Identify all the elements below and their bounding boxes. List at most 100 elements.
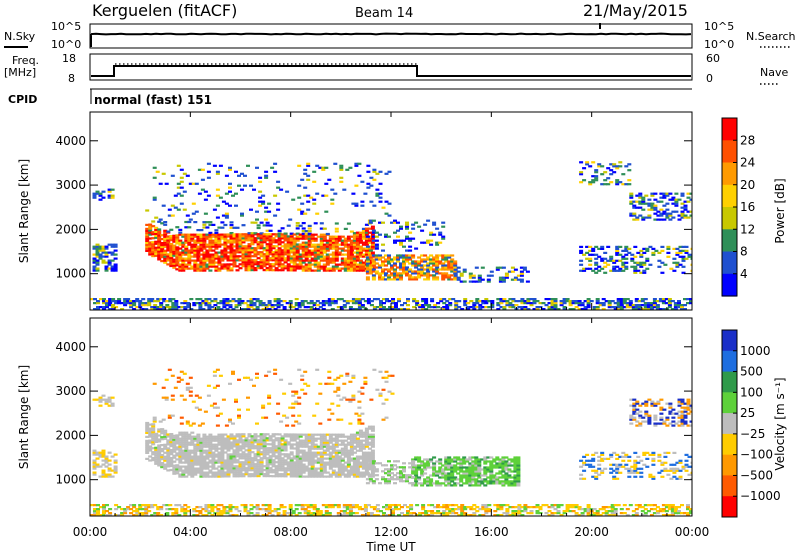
velocity-cell [474, 456, 479, 459]
power-cell [342, 306, 347, 309]
velocity-cell [265, 469, 270, 472]
velocity-cell [226, 475, 231, 478]
velocity-cell [480, 478, 485, 481]
power-cell [157, 250, 162, 253]
power-cell [208, 253, 213, 256]
velocity-cell [364, 429, 369, 432]
velocity-cell [229, 433, 234, 436]
power-cell [447, 260, 452, 263]
velocity-cell [310, 475, 315, 478]
power-cell [145, 235, 150, 238]
power-cell [304, 265, 309, 268]
velocity-cell [471, 474, 476, 477]
velocity-cell [156, 512, 161, 515]
power-cell [126, 298, 131, 301]
power-cell [237, 298, 242, 301]
velocity-cell [432, 468, 437, 471]
power-cell [319, 237, 324, 240]
power-cell [214, 231, 219, 234]
power-cell [594, 267, 599, 270]
power-cell [627, 251, 632, 254]
power-cell [343, 269, 348, 272]
velocity-cell [370, 457, 375, 460]
power-cell [107, 196, 112, 199]
power-cell [241, 233, 246, 236]
power-cell [292, 261, 297, 264]
power-cell [205, 235, 210, 238]
velocity-cell [262, 465, 267, 468]
power-cell [402, 239, 406, 242]
power-cell [618, 259, 623, 262]
power-cell [423, 268, 428, 271]
power-cell [186, 304, 191, 307]
power-cell [271, 233, 276, 236]
power-cell [399, 272, 403, 275]
power-cell [430, 298, 435, 301]
power-cell [110, 243, 115, 246]
velocity-cell [331, 461, 336, 464]
power-cell [216, 308, 221, 310]
power-cell [318, 306, 323, 309]
velocity-cell [340, 447, 345, 450]
velocity-cell [501, 480, 506, 483]
velocity-cell [513, 460, 518, 463]
velocity-cell [256, 469, 261, 472]
power-cell [444, 256, 449, 259]
power-cell [513, 276, 518, 279]
power-cell [205, 257, 210, 260]
power-cell [190, 259, 195, 262]
velocity-cell [148, 427, 153, 430]
velocity-cell [217, 435, 222, 438]
power-cell [591, 175, 596, 178]
velocity-cell [169, 439, 174, 442]
velocity-cell [298, 467, 303, 470]
velocity-cell [168, 508, 173, 511]
power-cell [686, 210, 691, 213]
velocity-cell [370, 433, 375, 436]
velocity-cell [340, 449, 345, 452]
power-cell [228, 186, 232, 189]
power-cell [292, 241, 297, 244]
power-cell [463, 300, 468, 303]
velocity-cell [235, 443, 240, 446]
power-cell [365, 235, 370, 238]
power-cell [199, 237, 204, 240]
velocity-cell [211, 445, 216, 448]
velocity-cell [477, 458, 482, 461]
velocity-cell [507, 468, 512, 471]
power-cell [642, 271, 647, 274]
power-cell [223, 239, 228, 242]
velocity-cell [229, 453, 234, 456]
velocity-cell [364, 459, 369, 462]
power-cell [111, 308, 116, 310]
power-cell [210, 300, 215, 303]
power-cell [663, 263, 668, 266]
velocity-cell [289, 447, 294, 450]
power-cell [391, 302, 395, 305]
power-cell [175, 226, 180, 229]
power-cell [215, 172, 220, 175]
power-cell [343, 243, 348, 246]
power-cell [665, 194, 670, 197]
power-cell [349, 230, 354, 233]
velocity-cell [199, 465, 204, 468]
power-cell [519, 272, 524, 275]
power-cell [591, 161, 596, 164]
power-cell [262, 265, 267, 268]
power-cell [93, 298, 97, 301]
velocity-cell [235, 473, 240, 476]
power-cell [322, 243, 327, 246]
power-cell [166, 259, 171, 262]
power-cell [157, 246, 162, 249]
power-cell [526, 298, 531, 301]
velocity-cell [193, 473, 198, 476]
power-cell [672, 269, 677, 272]
velocity-cell [226, 457, 231, 460]
velocity-cell [471, 468, 476, 471]
power-cell [161, 204, 166, 207]
velocity-cell [247, 455, 252, 458]
velocity-cell [465, 466, 470, 469]
velocity-cell [340, 453, 345, 456]
power-cell [286, 235, 291, 238]
power-cell [255, 298, 260, 301]
